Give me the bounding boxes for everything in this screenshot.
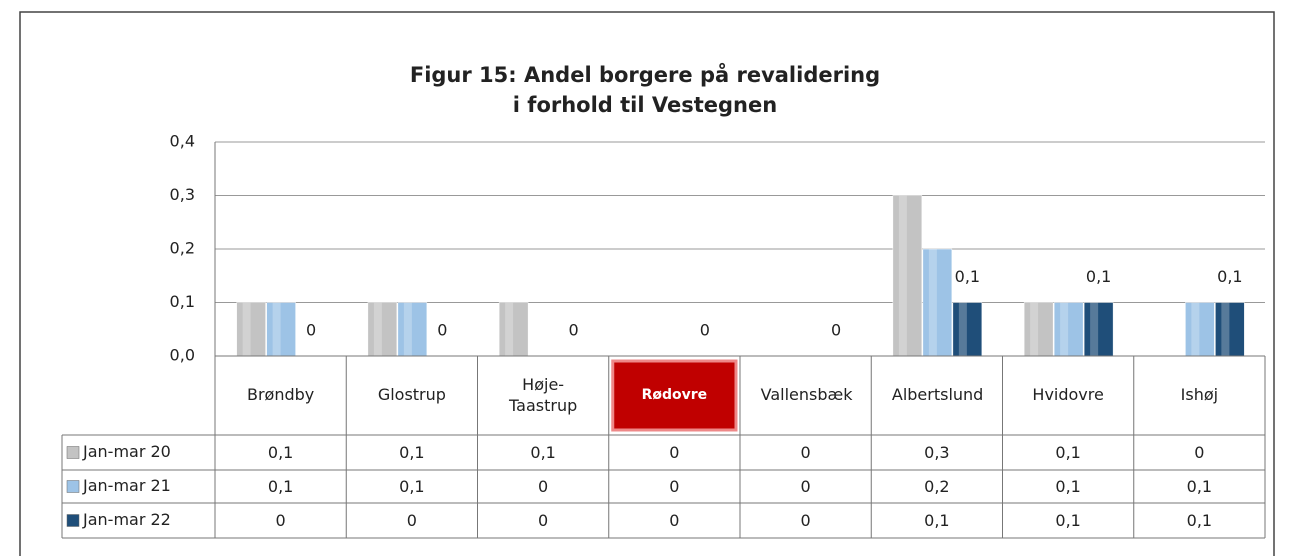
data-label: 0,1: [1217, 267, 1242, 286]
category-cell: Rødovre: [609, 356, 740, 435]
data-label: 0,1: [1086, 267, 1111, 286]
table-value: 0,1: [1055, 477, 1080, 496]
table-value: 0: [669, 477, 679, 496]
table-value: 0,1: [1187, 477, 1212, 496]
table-value: 0,2: [924, 477, 949, 496]
data-label: 0: [569, 321, 579, 340]
x-tick-label: Høje-Taastrup: [509, 374, 578, 415]
highlight-box: [611, 359, 738, 432]
x-tick-label: Ishøj: [1180, 385, 1219, 405]
bar-shine: [1221, 302, 1230, 356]
category-cell: Ishøj: [1134, 356, 1265, 435]
bar-shine: [1030, 302, 1039, 356]
table-value: 0,1: [924, 511, 949, 530]
data-label: 0: [437, 321, 447, 340]
x-tick-label: Rødovre: [641, 387, 708, 404]
table-value: 0: [1194, 443, 1204, 462]
table-value: 0: [407, 511, 417, 530]
x-tick-label: Hvidovre: [1032, 385, 1104, 405]
y-tick-label: 0,0: [170, 346, 195, 365]
bar: [952, 302, 983, 357]
legend-key: [66, 446, 80, 459]
bar: [266, 302, 296, 357]
table-value: 0,1: [1055, 443, 1080, 462]
bar-shine: [1191, 302, 1200, 356]
bar: [1053, 302, 1084, 357]
category-cell: Hvidovre: [1003, 356, 1134, 435]
data-label: 0: [306, 321, 316, 340]
bar: [1185, 302, 1215, 357]
bar: [397, 302, 428, 357]
table-value: 0,1: [1055, 511, 1080, 530]
legend-key: [66, 480, 80, 493]
x-tick-label: Vallensbæk: [760, 385, 853, 405]
table-value: 0: [801, 511, 811, 530]
bar-shine: [1090, 302, 1099, 356]
y-tick-label: 0,2: [170, 239, 195, 258]
table-value: 0: [801, 443, 811, 462]
category-cell: Vallensbæk: [740, 356, 871, 435]
bar: [892, 195, 923, 357]
table-value: 0: [669, 443, 679, 462]
data-label: 0: [831, 321, 841, 340]
table-value: 0,1: [399, 443, 424, 462]
bar-shine: [505, 302, 514, 356]
data-label: 0: [700, 321, 710, 340]
bar: [236, 302, 266, 357]
chart-frame: [19, 11, 1275, 556]
legend-key: [66, 514, 80, 527]
category-cell: Glostrup: [346, 356, 477, 435]
bar: [922, 248, 953, 357]
x-tick-label: Glostrup: [377, 385, 446, 405]
category-cell: Hvidovre: [1003, 356, 1134, 435]
y-tick-label: 0,4: [170, 132, 195, 151]
category-cell: Høje-Taastrup: [478, 356, 609, 435]
table-value: 0,1: [530, 443, 555, 462]
bar-shine: [1060, 302, 1069, 356]
y-tick-label: 0,1: [170, 292, 195, 311]
category-cell: Albertslund: [871, 356, 1002, 435]
bar-shine: [403, 302, 412, 356]
table-value: 0,1: [268, 443, 293, 462]
bar-shine: [272, 302, 281, 356]
table-value: 0,3: [924, 443, 949, 462]
category-cell: Albertslund: [871, 356, 1002, 435]
bar-shine: [958, 302, 967, 356]
chart-subtitle: i forhold til Vestegnen: [513, 93, 777, 117]
bar-shine: [898, 195, 907, 356]
table-value: 0: [538, 511, 548, 530]
category-cell: Brøndby: [215, 356, 346, 435]
category-cell: Høje-Taastrup: [478, 356, 609, 435]
bar: [367, 302, 398, 357]
bar-shine: [928, 249, 937, 356]
bar-shine: [373, 302, 382, 356]
category-cell: Brøndby: [215, 356, 346, 435]
category-cell: Vallensbæk: [740, 356, 871, 435]
y-tick-label: 0,3: [170, 185, 195, 204]
x-tick-label: Albertslund: [891, 385, 984, 405]
chart-title: Figur 15: Andel borgere på revalidering: [410, 62, 880, 87]
legend-label: Jan-mar 20: [82, 442, 171, 461]
table-value: 0,1: [399, 477, 424, 496]
bar: [1023, 302, 1054, 357]
table-value: 0: [538, 477, 548, 496]
data-label: 0,1: [955, 267, 980, 286]
bar: [1215, 302, 1245, 357]
category-cell: Glostrup: [346, 356, 477, 435]
legend-label: Jan-mar 22: [82, 510, 171, 529]
table-value: 0: [669, 511, 679, 530]
bar-shine: [242, 302, 251, 356]
bar: [1083, 302, 1114, 357]
table-value: 0: [276, 511, 286, 530]
legend-label: Jan-mar 21: [82, 476, 171, 495]
table-value: 0,1: [268, 477, 293, 496]
category-cell: Rødovre: [609, 356, 740, 435]
table-value: 0,1: [1187, 511, 1212, 530]
table-value: 0: [801, 477, 811, 496]
bar: [498, 302, 529, 357]
category-cell: Ishøj: [1134, 356, 1265, 435]
x-tick-label: Brøndby: [246, 385, 315, 405]
